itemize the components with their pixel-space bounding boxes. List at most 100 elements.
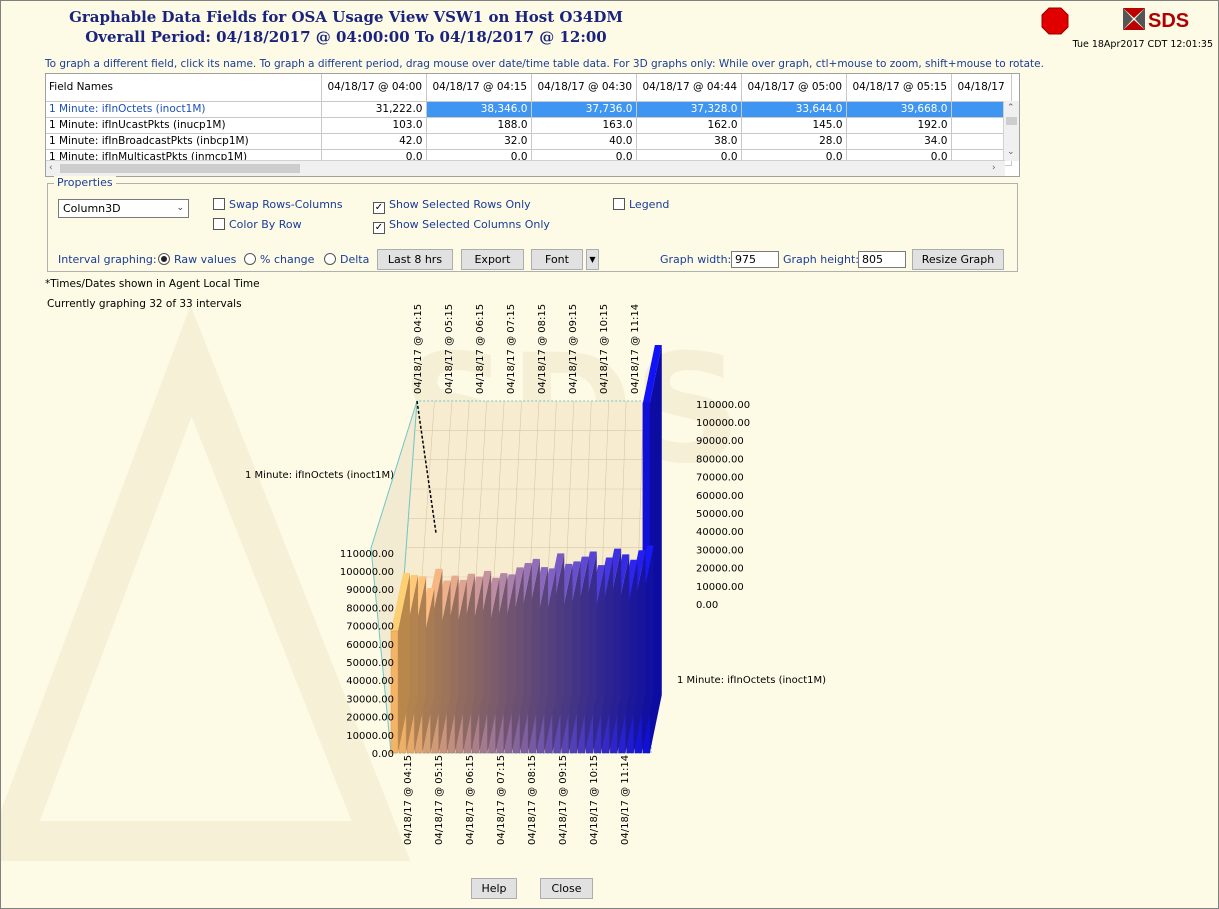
field-name-cell[interactable]: 1 Minute: ifInBroadcastPkts (inbcp1M) (46, 133, 322, 150)
y-tick-label-left: 80000.00 (346, 603, 394, 614)
column-header[interactable]: 04/18/17 @ 04:00 (321, 74, 427, 102)
column-header[interactable]: 04/18/17 @ 04:44 (636, 74, 742, 102)
table-cell[interactable]: 145.0 (741, 117, 847, 134)
x-tick-label-top: 04/18/17 @ 09:15 (568, 304, 579, 394)
delta-radio[interactable]: Delta (324, 253, 369, 266)
sds-logo: SDS (1123, 8, 1189, 32)
column-4-side (422, 587, 435, 753)
swap-rows-columns-checkbox[interactable]: Swap Rows-Columns (213, 198, 343, 211)
graph-height-label: Graph height: (783, 253, 860, 266)
font-dropdown-icon[interactable]: ▼ (586, 249, 599, 270)
color-by-row-checkbox[interactable]: Color By Row (213, 218, 302, 231)
scroll-right-icon[interactable]: › (992, 163, 996, 173)
x-tick-label-top: 04/18/17 @ 04:15 (413, 304, 424, 394)
table-cell[interactable] (951, 117, 1012, 134)
table-cell[interactable]: 42.0 (321, 133, 427, 150)
table-cell[interactable]: 40.0 (531, 133, 637, 150)
export-button[interactable]: Export (461, 249, 524, 270)
y-tick-label-left: 50000.00 (346, 658, 394, 669)
table-cell[interactable]: 31,222.0 (321, 101, 427, 118)
table-row[interactable]: 1 Minute: ifInOctets (inoct1M) 31,222.0 38… (46, 101, 1012, 118)
table-cell[interactable]: 103.0 (321, 117, 427, 134)
table-cell[interactable]: 162.0 (636, 117, 742, 134)
column-6-side (438, 580, 451, 753)
table-cell[interactable]: 188.0 (426, 117, 532, 134)
table-cell[interactable] (951, 101, 1012, 118)
table-header-row: Field Names 04/18/17 @ 04:00 04/18/17 @ … (46, 74, 1012, 102)
font-button[interactable]: Font (531, 249, 583, 270)
show-selected-rows-checkbox[interactable]: ✓ Show Selected Rows Only (373, 198, 531, 214)
show-selected-columns-checkbox[interactable]: ✓ Show Selected Columns Only (373, 218, 550, 234)
column-header[interactable]: 04/18/17 @ 04:15 (426, 74, 532, 102)
y-tick-label-left: 90000.00 (346, 585, 394, 596)
table-cell[interactable]: 38,346.0 (426, 101, 532, 118)
column-header[interactable]: 04/18/17 (951, 74, 1012, 102)
window-title: Graphable Data Fields for OSA Usage View… (69, 8, 623, 26)
raw-values-radio[interactable]: Raw values (158, 253, 236, 266)
table-cell[interactable]: 37,328.0 (636, 101, 742, 118)
table-cell[interactable]: 28.0 (741, 133, 847, 150)
table-cell[interactable]: 34.0 (846, 133, 952, 150)
table-cell[interactable] (951, 133, 1012, 150)
graph-width-input[interactable]: 975 (731, 251, 779, 268)
help-button[interactable]: Help (471, 878, 517, 899)
field-name-cell[interactable]: 1 Minute: ifInOctets (inoct1M) (46, 101, 322, 118)
last-8-hrs-button[interactable]: Last 8 hrs (377, 249, 453, 270)
scroll-up-icon[interactable]: ⌃ (1007, 103, 1015, 113)
y-tick-label-right: 50000.00 (696, 509, 744, 520)
y-tick-label-right: 80000.00 (696, 454, 744, 465)
table-cell[interactable]: 33,644.0 (741, 101, 847, 118)
column-1-side (397, 572, 410, 753)
column-header[interactable]: 04/18/17 @ 04:30 (531, 74, 637, 102)
table-cell[interactable]: 32.0 (426, 133, 532, 150)
sds-logo-mark-icon (1123, 8, 1145, 30)
table-cell[interactable]: 39,668.0 (846, 101, 952, 118)
column-1 (390, 630, 399, 754)
x-tick-label-bottom: 04/18/17 @ 07:15 (496, 755, 507, 845)
table-cell[interactable]: 38.0 (636, 133, 742, 150)
y-tick-label-left: 40000.00 (346, 676, 394, 687)
graph-height-input[interactable]: 805 (858, 251, 906, 268)
vertical-scroll-thumb[interactable] (1006, 117, 1017, 125)
table-cell[interactable]: 163.0 (531, 117, 637, 134)
scroll-down-icon[interactable]: ⌄ (1007, 147, 1015, 157)
axis-line (416, 400, 437, 534)
data-table: Field Names 04/18/17 @ 04:00 04/18/17 @ … (45, 73, 1020, 177)
y-tick-label-right: 0.00 (696, 600, 718, 611)
horizontal-scroll-thumb[interactable] (60, 164, 300, 173)
table-row[interactable]: 1 Minute: ifInBroadcastPkts (inbcp1M) 42.… (46, 133, 1012, 150)
table-cell[interactable]: 37,736.0 (531, 101, 637, 118)
properties-label: Properties (54, 176, 116, 189)
vertical-scrollbar[interactable]: ⌃ ⌄ (1003, 101, 1019, 161)
period-title: Overall Period: 04/18/2017 @ 04:00:00 To… (85, 28, 607, 46)
stop-octagon-icon[interactable] (1041, 7, 1069, 35)
column-header[interactable]: 04/18/17 @ 05:00 (741, 74, 847, 102)
field-name-cell[interactable]: 1 Minute: ifInUcastPkts (inucp1M) (46, 117, 322, 134)
x-tick-label-bottom: 04/18/17 @ 06:15 (465, 755, 476, 845)
column3d-chart[interactable]: SDS 0.0010000.0020000.0030000.0040000.00… (1, 301, 1219, 871)
y-tick-label-left: 110000.00 (340, 549, 394, 560)
y-tick-label-right: 60000.00 (696, 491, 744, 502)
chart-type-select[interactable]: Column3D ⌄ (58, 199, 189, 218)
table-cell[interactable]: 192.0 (846, 117, 952, 134)
y-tick-label-left: 0.00 (372, 749, 394, 760)
pct-change-radio[interactable]: % change (244, 253, 314, 266)
y-tick-label-right: 10000.00 (696, 582, 744, 593)
y-tick-label-left: 30000.00 (346, 694, 394, 705)
y-tick-label-left: 10000.00 (346, 731, 394, 742)
legend-checkbox[interactable]: Legend (613, 198, 669, 211)
scroll-left-icon[interactable]: ‹ (49, 163, 53, 173)
resize-graph-button[interactable]: Resize Graph (912, 249, 1004, 270)
instructions-text: To graph a different field, click its na… (45, 58, 1044, 70)
table-row[interactable]: 1 Minute: ifInUcastPkts (inucp1M) 103.0 18… (46, 117, 1012, 134)
series-label-top: 1 Minute: ifInOctets (inoct1M) (245, 470, 394, 481)
field-names-header: Field Names (46, 74, 322, 102)
y-tick-label-left: 60000.00 (346, 640, 394, 651)
column-8-side (454, 579, 467, 753)
y-tick-label-left: 20000.00 (346, 713, 394, 724)
x-tick-label-top: 04/18/17 @ 06:15 (475, 304, 486, 394)
horizontal-scrollbar[interactable]: ‹ › (46, 160, 1005, 176)
column-header[interactable]: 04/18/17 @ 05:15 (846, 74, 952, 102)
close-button[interactable]: Close (540, 878, 593, 899)
time-note: *Times/Dates shown in Agent Local Time (45, 278, 260, 290)
